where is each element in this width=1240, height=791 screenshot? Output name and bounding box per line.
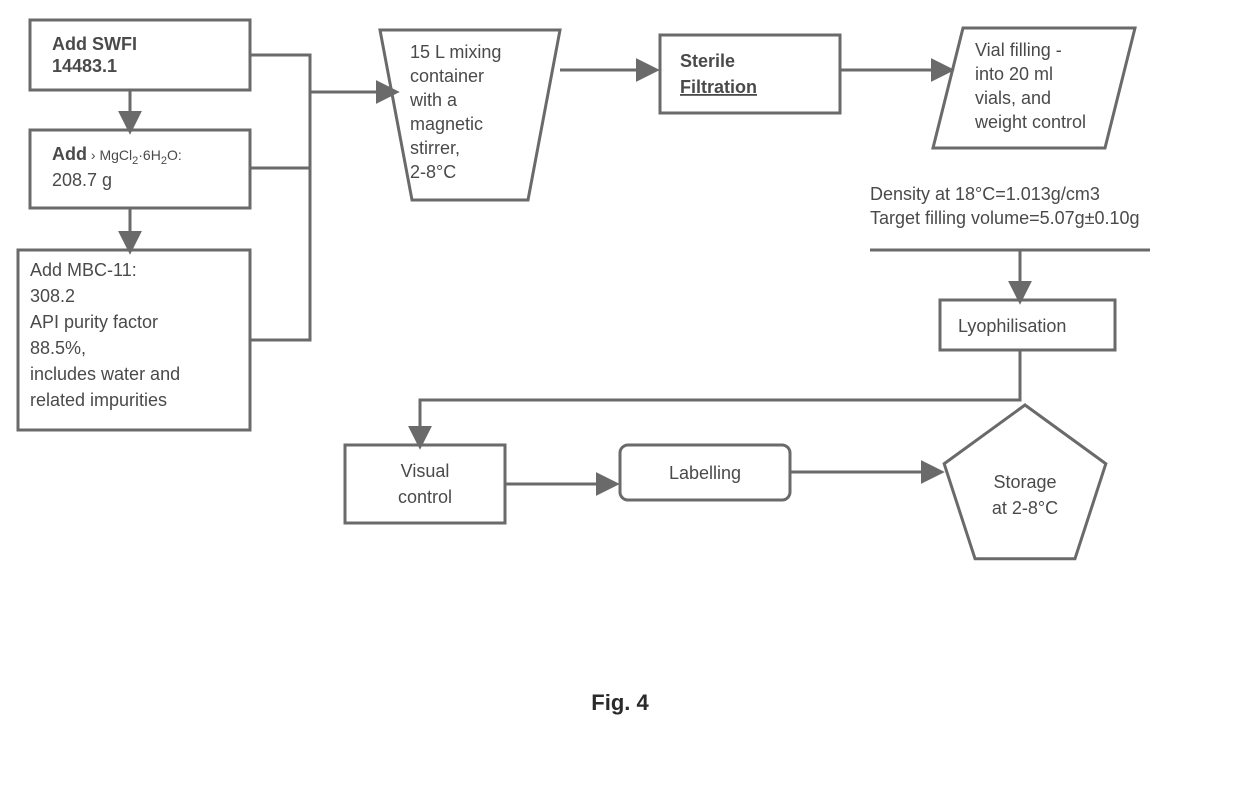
mgcl2-line-1: 208.7 g	[52, 170, 112, 190]
flow-arrow	[250, 55, 310, 168]
mbc11-line-1: 308.2	[30, 286, 75, 306]
mbc11-line-0: Add MBC-11:	[30, 260, 137, 280]
vial-line-3: weight control	[974, 112, 1086, 132]
density-line-0: Density at 18°C=1.013g/cm3	[870, 184, 1100, 204]
visual-line-0: Visual	[401, 461, 450, 481]
mixing-line-2: with a	[409, 90, 458, 110]
node-visual	[345, 445, 505, 523]
node-swfi	[30, 20, 250, 90]
visual-line-1: control	[398, 487, 452, 507]
swfi-line-0: Add SWFI	[52, 34, 137, 54]
vial-line-2: vials, and	[975, 88, 1051, 108]
lyo-line-0: Lyophilisation	[958, 316, 1066, 336]
mbc11-line-5: related impurities	[30, 390, 167, 410]
mixing-line-0: 15 L mixing	[410, 42, 501, 62]
mbc11-line-2: API purity factor	[30, 312, 158, 332]
mbc11-line-3: 88.5%,	[30, 338, 86, 358]
filter-line-0: Sterile	[680, 51, 735, 71]
node-filter	[660, 35, 840, 113]
mixing-line-4: stirrer,	[410, 138, 460, 158]
mixing-line-3: magnetic	[410, 114, 483, 134]
labelling-line-0: Labelling	[669, 463, 741, 483]
mbc11-line-4: includes water and	[30, 364, 180, 384]
vial-line-1: into 20 ml	[975, 64, 1053, 84]
filter-line-1: Filtration	[680, 77, 757, 97]
flow-arrow	[420, 350, 1020, 445]
swfi-line-1: 14483.1	[52, 56, 117, 76]
mixing-line-1: container	[410, 66, 484, 86]
figure-caption: Fig. 4	[591, 690, 649, 715]
mgcl2-line-0: Add › MgCl2·6H2O:	[52, 144, 182, 167]
flowchart-canvas: Add SWFI14483.1 Add › MgCl2·6H2O: 208.7 g A…	[0, 0, 1240, 791]
vial-line-0: Vial filling -	[975, 40, 1062, 60]
storage-line-0: Storage	[993, 472, 1056, 492]
mixing-line-5: 2-8°C	[410, 162, 456, 182]
flow-arrow	[250, 168, 310, 340]
node-mgcl2	[30, 130, 250, 208]
density-line-1: Target filling volume=5.07g±0.10g	[870, 208, 1140, 228]
storage-line-1: at 2-8°C	[992, 498, 1058, 518]
